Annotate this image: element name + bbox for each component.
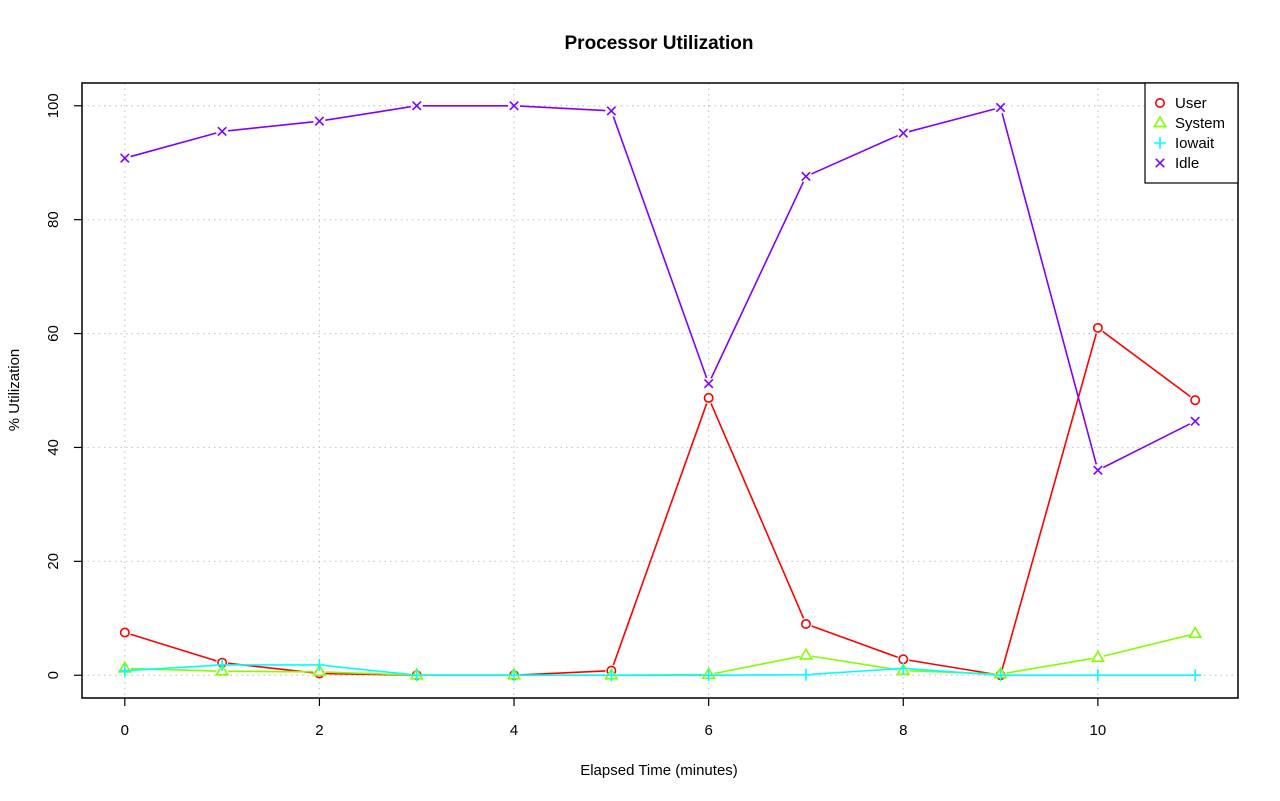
series-system-segment xyxy=(714,655,801,675)
grid xyxy=(82,83,1238,698)
series-iowait-point xyxy=(508,669,521,682)
series-idle-segment xyxy=(710,181,805,379)
series-iowait-segment xyxy=(130,664,217,672)
x-tick-label: 10 xyxy=(1090,722,1107,739)
series-idle xyxy=(120,101,1200,475)
series-iowait-point xyxy=(118,664,131,677)
series-iowait-point xyxy=(799,668,812,681)
series-idle-segment xyxy=(908,108,995,133)
series-user-segment xyxy=(1001,333,1098,670)
legend-label-iowait: Iowait xyxy=(1175,135,1215,152)
series-iowait-point xyxy=(605,669,618,682)
series-idle-segment xyxy=(1001,113,1098,465)
legend-marker-idle xyxy=(1155,158,1165,168)
x-tick-label: 0 xyxy=(121,722,129,739)
series-idle-point xyxy=(314,116,325,126)
series-user-point xyxy=(898,654,909,665)
series-user xyxy=(119,322,1201,681)
series-idle-point xyxy=(509,101,519,111)
series-iowait-point xyxy=(313,658,326,671)
series-system-segment xyxy=(1103,634,1190,657)
series-user-segment xyxy=(909,659,995,676)
series-user-segment xyxy=(811,625,898,658)
series-iowait-segment xyxy=(811,667,898,676)
series-user-segment xyxy=(130,633,217,662)
legend-label-idle: Idle xyxy=(1175,155,1199,172)
series-system-point xyxy=(1188,626,1203,639)
series-iowait-segment xyxy=(325,664,411,676)
x-tick-label: 2 xyxy=(315,722,323,739)
series-idle-point xyxy=(1093,465,1103,475)
series-idle-segment xyxy=(612,116,708,379)
series-system-segment xyxy=(325,671,411,676)
series-user-segment xyxy=(519,670,606,676)
y-tick-label: 80 xyxy=(45,211,62,228)
series-system-segment xyxy=(811,655,898,671)
series-idle-point xyxy=(703,378,714,389)
series-iowait-point xyxy=(216,658,229,671)
series-idle-point xyxy=(606,106,617,116)
x-axis-label: Elapsed Time (minutes) xyxy=(580,762,738,779)
y-tick-label: 100 xyxy=(45,93,62,118)
legend-marker-system xyxy=(1152,115,1168,128)
x-tick-label: 8 xyxy=(899,722,907,739)
series-system-point xyxy=(798,647,814,660)
y-tick-label: 40 xyxy=(45,439,62,456)
series-idle-segment xyxy=(519,105,606,112)
series-iowait xyxy=(118,658,1202,682)
y-tick-label: 20 xyxy=(45,553,62,570)
series-layer xyxy=(117,101,1203,682)
chart-title: Processor Utilization xyxy=(565,33,754,54)
series-user-segment xyxy=(612,403,708,666)
series-user-point xyxy=(800,618,811,629)
series-iowait-point xyxy=(410,669,423,682)
series-idle-segment xyxy=(130,132,217,158)
series-iowait-segment xyxy=(909,668,995,676)
series-system-segment xyxy=(1006,657,1093,674)
series-idle-point xyxy=(801,171,811,182)
plot-frame xyxy=(81,82,1239,699)
series-iowait-point xyxy=(897,662,910,675)
legend-marker-iowait xyxy=(1154,137,1166,149)
series-idle-segment xyxy=(325,105,411,122)
series-idle-point xyxy=(898,128,909,138)
series-user-segment xyxy=(1102,330,1191,398)
series-idle-segment xyxy=(811,134,899,175)
legend: User System Iowait Idle xyxy=(1144,82,1239,184)
series-idle-point xyxy=(120,153,130,163)
legend-marker-user xyxy=(1155,98,1166,109)
legend-label-user: User xyxy=(1175,95,1207,112)
series-user-point xyxy=(1190,395,1201,406)
series-idle-segment xyxy=(1102,423,1191,469)
series-idle-point xyxy=(217,126,227,137)
y-tick-label: 60 xyxy=(45,325,62,342)
series-iowait-point xyxy=(702,669,715,682)
y-tick-label: 0 xyxy=(45,671,62,679)
series-system xyxy=(117,626,1203,680)
series-user-point xyxy=(1092,322,1103,333)
series-user-point xyxy=(119,627,130,638)
series-idle-segment xyxy=(228,120,314,132)
series-iowait-point xyxy=(994,669,1007,682)
y-axis-label: % Utilization xyxy=(6,349,23,432)
series-idle-point xyxy=(995,102,1006,113)
series-idle-point xyxy=(1190,416,1200,427)
x-tick-label: 4 xyxy=(510,722,518,739)
series-iowait-point xyxy=(1189,669,1202,682)
series-user-segment xyxy=(710,403,805,619)
series-user-point xyxy=(703,392,714,403)
series-iowait-point xyxy=(1091,669,1104,682)
legend-label-system: System xyxy=(1175,115,1225,132)
series-idle-point xyxy=(411,101,422,111)
series-system-point xyxy=(1090,650,1105,662)
x-tick-label: 6 xyxy=(704,722,712,739)
